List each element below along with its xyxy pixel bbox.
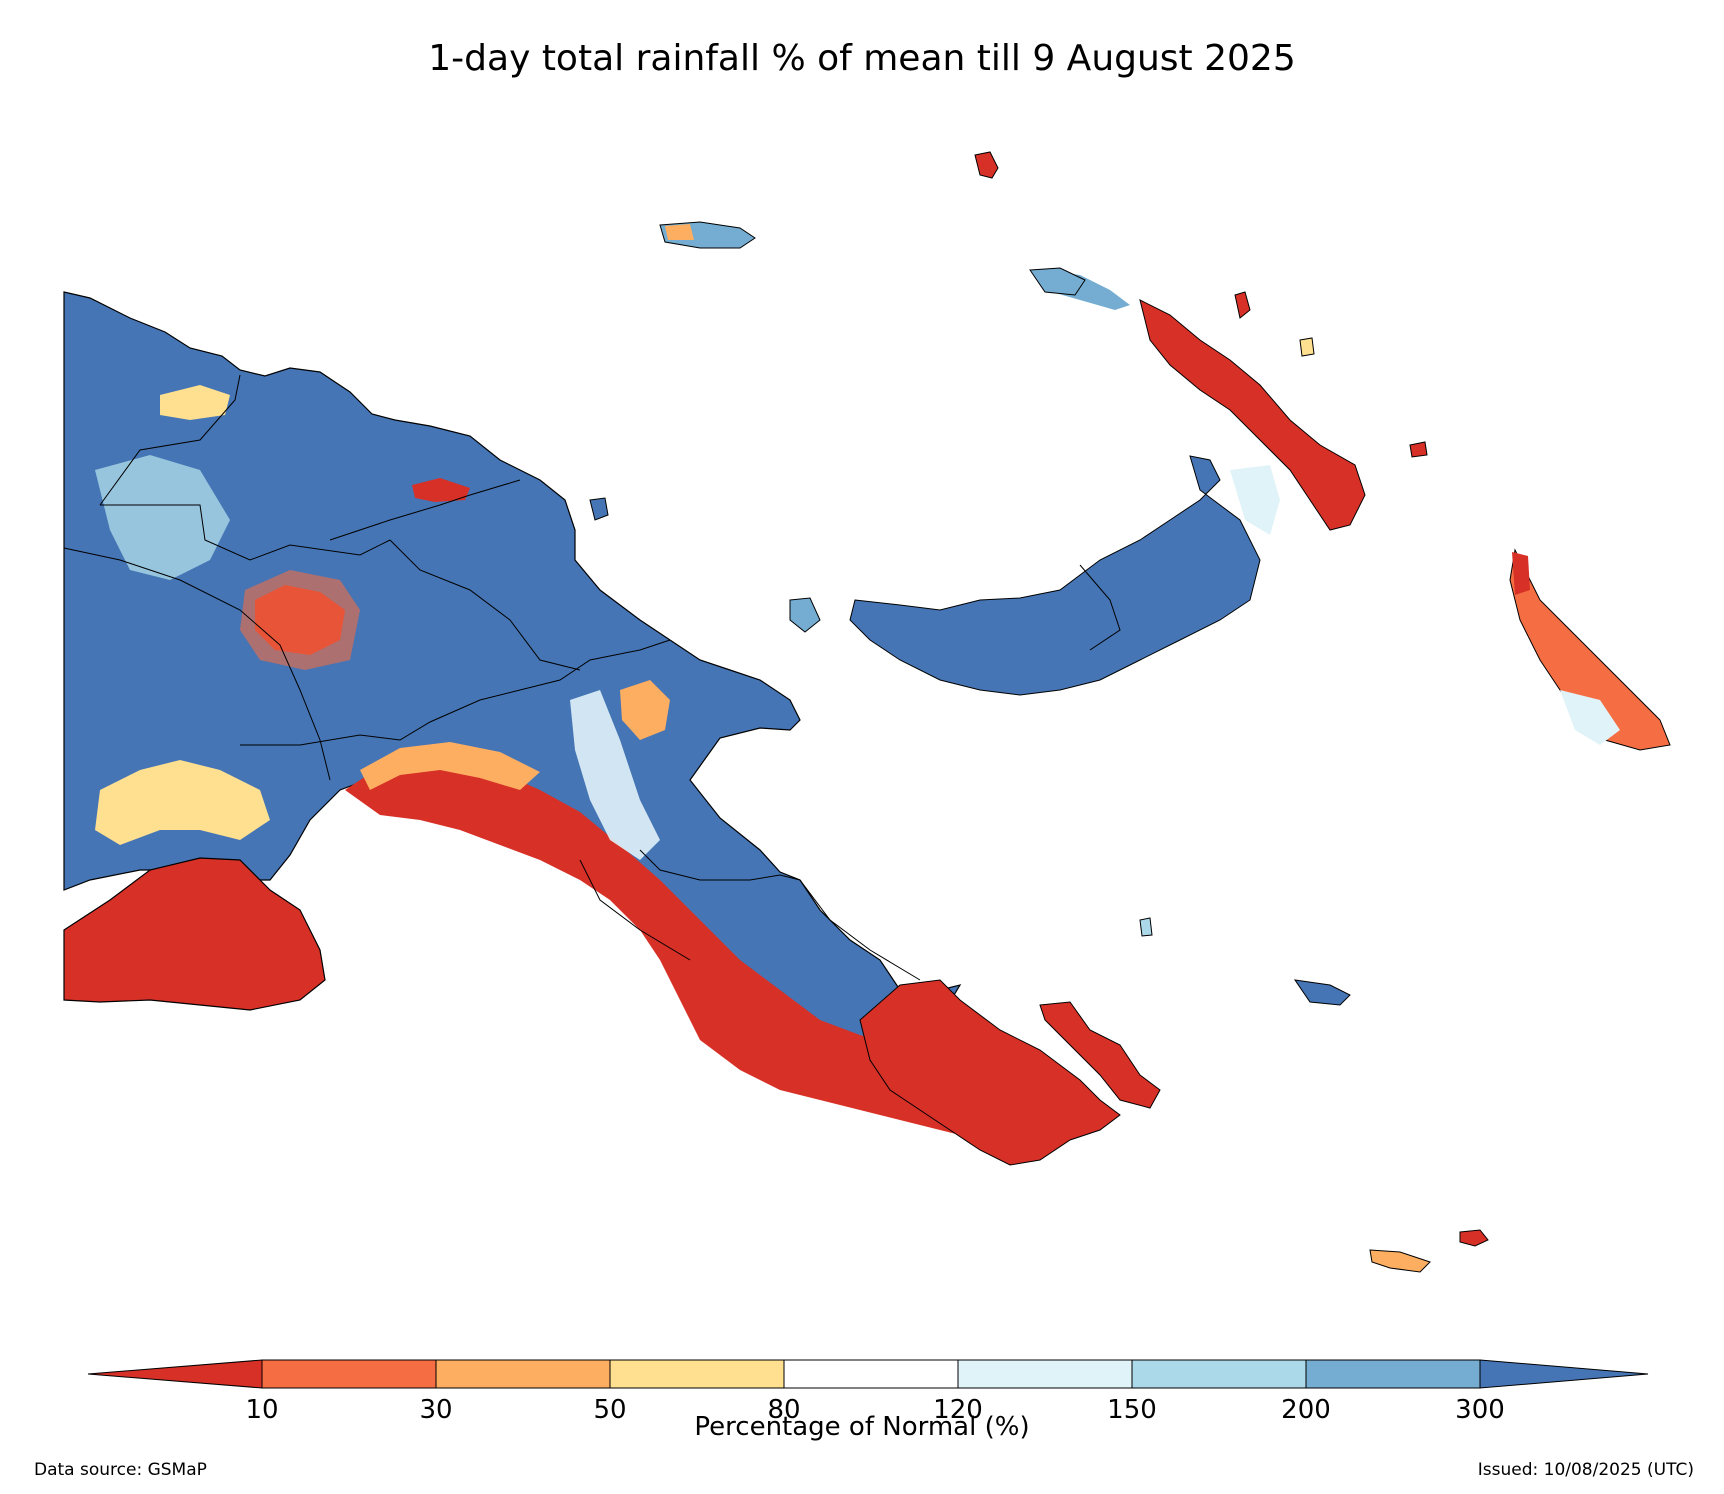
colorbar-tick-label: 120 [933, 1395, 983, 1425]
colorbar-label: Percentage of Normal (%) [694, 1412, 1030, 1442]
bougainville-south-white [1560, 690, 1620, 745]
central-orange-spot [620, 680, 670, 740]
colorbar-segment-10-30 [261, 1359, 437, 1389]
colorbar-segment-80-120 [783, 1359, 959, 1389]
new-ireland-island [1139, 299, 1366, 531]
small-island-red-north [974, 151, 999, 179]
north-yellow-spot [160, 385, 230, 420]
papuan-peninsula-red [859, 979, 1121, 1166]
manus-west-orange [665, 224, 694, 240]
south-coast-red-band [345, 752, 1090, 1140]
karkar-island [589, 497, 609, 521]
bougainville-north-red [1512, 552, 1530, 595]
provincial-boundaries [63, 374, 1121, 981]
rainfall-map [63, 151, 1671, 1273]
colorbar-extend-high [1479, 1359, 1649, 1389]
colorbar-tick-label: 200 [1281, 1395, 1331, 1425]
colorbar-segment-120-150 [957, 1359, 1133, 1389]
new-britain-east-white [1230, 465, 1280, 535]
small-island-yellow-east [1299, 337, 1315, 357]
central-lightblue-band [570, 690, 660, 860]
umboi-island [789, 597, 821, 633]
new-hanover-island [1029, 267, 1086, 296]
colorbar-segment-50-80 [609, 1359, 785, 1389]
issued-date: Issued: 10/08/2025 (UTC) [1477, 1460, 1694, 1480]
small-island-lightblue-south [1139, 917, 1153, 937]
western-lightblue-band [95, 455, 230, 580]
map-title: 1-day total rainfall % of mean till 9 Au… [428, 38, 1296, 79]
colorbar-ticks: 10 30 50 80 120 150 200 300 [245, 1395, 1504, 1425]
south-transition-band [360, 742, 540, 790]
colorbar-tick-label: 10 [245, 1395, 278, 1425]
dentrecasteaux-islands [1039, 1001, 1161, 1109]
colorbar-segment-200-300 [1305, 1359, 1481, 1389]
small-island-red-east-2 [1409, 441, 1428, 458]
colorbar-tick-label: 80 [767, 1395, 800, 1425]
data-source-note: Data source: GSMaP [34, 1460, 207, 1480]
colorbar-extend-low [87, 1359, 263, 1389]
colorbar-segment-30-50 [435, 1359, 611, 1389]
southwest-yellow-band [95, 760, 270, 845]
colorbar-segments [87, 1359, 1649, 1389]
rossel-island [1459, 1229, 1489, 1247]
mainland-south-red-region [63, 857, 326, 1011]
colorbar-tick-label: 300 [1455, 1395, 1505, 1425]
highlands-orange-ring [240, 570, 360, 670]
colorbar: 10 30 50 80 120 150 200 300 [87, 1359, 1649, 1425]
sudest-island [1369, 1249, 1431, 1273]
small-island-red-east-1 [1234, 291, 1251, 319]
north-red-spot [412, 478, 470, 502]
colorbar-segment-150-200 [1131, 1359, 1307, 1389]
colorbar-tick-label: 50 [593, 1395, 626, 1425]
bougainville-island [1509, 548, 1671, 751]
colorbar-tick-label: 150 [1107, 1395, 1157, 1425]
woodlark-island [1293, 979, 1351, 1006]
colorbar-tick-label: 30 [419, 1395, 452, 1425]
new-britain-island [849, 455, 1261, 696]
